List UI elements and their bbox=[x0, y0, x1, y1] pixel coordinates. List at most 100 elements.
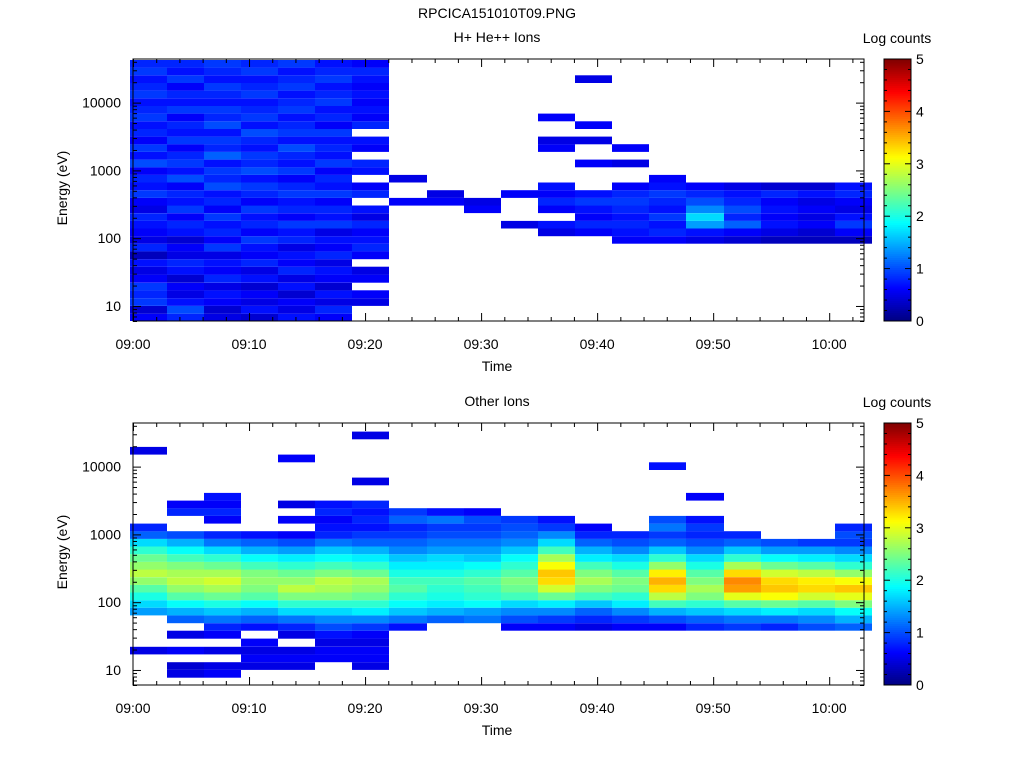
heatmap-cell bbox=[278, 630, 315, 639]
colorbar-swatch bbox=[884, 95, 911, 99]
colorbar-swatch bbox=[884, 539, 911, 543]
colorbar-swatch bbox=[884, 486, 911, 489]
colorbar-swatch bbox=[884, 439, 911, 442]
heatmap-cell bbox=[575, 75, 612, 83]
colorbar-swatch bbox=[884, 83, 911, 87]
heatmap-cell bbox=[501, 220, 538, 229]
heatmap-cell bbox=[241, 90, 278, 99]
colorbar-swatch bbox=[884, 451, 911, 455]
heatmap-cell bbox=[278, 561, 315, 570]
heatmap-cell bbox=[761, 623, 798, 631]
heatmap-cell bbox=[389, 531, 427, 539]
colorbar-swatch bbox=[884, 642, 911, 645]
heatmap-cell bbox=[130, 554, 167, 562]
colorbar-swatch bbox=[884, 253, 911, 256]
heatmap-cell bbox=[130, 259, 167, 267]
colorbar-swatch bbox=[884, 537, 911, 541]
colorbar-swatch bbox=[884, 664, 911, 667]
heatmap-cell bbox=[389, 523, 427, 532]
heatmap-cell bbox=[724, 561, 761, 570]
colorbar-swatch bbox=[884, 247, 911, 250]
colorbar-swatch bbox=[884, 302, 911, 306]
colorbar-swatch bbox=[884, 527, 911, 530]
heatmap-cell bbox=[686, 236, 724, 244]
heatmap-cell bbox=[167, 290, 204, 299]
heatmap-cell bbox=[241, 554, 278, 562]
heatmap-cell bbox=[241, 259, 278, 267]
colorbar-swatch bbox=[884, 218, 911, 222]
colorbar-swatch bbox=[884, 490, 911, 493]
heatmap-cell bbox=[352, 531, 389, 539]
heatmap-cell bbox=[464, 584, 501, 593]
colorbar-swatch bbox=[884, 222, 911, 226]
heatmap-cell bbox=[612, 592, 649, 601]
heatmap-cell bbox=[575, 592, 612, 601]
heatmap-cell bbox=[835, 607, 872, 616]
colorbar-swatch bbox=[884, 506, 911, 510]
heatmap-cell bbox=[241, 243, 278, 252]
colorbar-swatch bbox=[884, 500, 911, 504]
heatmap-cell bbox=[798, 190, 835, 198]
heatmap-cell bbox=[612, 144, 649, 152]
heatmap-cell bbox=[278, 167, 315, 175]
heatmap-cell bbox=[798, 538, 835, 547]
heatmap-cell bbox=[538, 190, 575, 198]
heatmap-cell bbox=[278, 646, 315, 655]
heatmap-cell bbox=[315, 638, 352, 647]
heatmap-cell bbox=[427, 600, 464, 608]
heatmap-cell bbox=[649, 607, 686, 616]
colorbar-swatch bbox=[884, 455, 911, 459]
heatmap-cell bbox=[167, 607, 204, 616]
heatmap-cell bbox=[167, 646, 204, 655]
heatmap-cell bbox=[315, 213, 352, 221]
heatmap-cell bbox=[724, 236, 761, 244]
heatmap-cell bbox=[130, 266, 167, 275]
colorbar-swatch bbox=[884, 513, 911, 516]
colorbar-swatch bbox=[884, 63, 911, 66]
heatmap-cell bbox=[241, 174, 278, 183]
heatmap-cell bbox=[204, 159, 241, 168]
heatmap-cell bbox=[464, 531, 501, 539]
colorbar-swatch bbox=[884, 572, 911, 575]
heatmap-cell bbox=[464, 600, 501, 608]
heatmap-cell bbox=[686, 584, 724, 593]
heatmap-cell bbox=[130, 98, 167, 106]
heatmap-cell bbox=[798, 228, 835, 237]
colorbar-swatch bbox=[884, 134, 911, 138]
heatmap-cell bbox=[464, 546, 501, 555]
heatmap-cell bbox=[649, 577, 686, 585]
colorbar-title: Log counts bbox=[863, 30, 932, 46]
heatmap-cell bbox=[686, 600, 724, 608]
heatmap-cell bbox=[649, 220, 686, 229]
heatmap-cell bbox=[686, 546, 724, 555]
heatmap-cell bbox=[649, 213, 686, 221]
heatmap-cell bbox=[315, 290, 352, 299]
colorbar-swatch bbox=[884, 508, 911, 512]
heatmap-cell bbox=[575, 190, 612, 198]
heatmap-cell bbox=[167, 243, 204, 252]
colorbar-tick-label: 5 bbox=[916, 51, 924, 67]
heatmap-cell bbox=[352, 600, 389, 608]
heatmap-cell bbox=[278, 623, 315, 631]
heatmap-cell bbox=[649, 561, 686, 570]
heatmap-cell bbox=[389, 623, 427, 631]
heatmap-cell bbox=[315, 128, 352, 137]
heatmap-cell bbox=[352, 298, 389, 306]
heatmap-cell bbox=[315, 266, 352, 275]
heatmap-cell bbox=[612, 600, 649, 608]
colorbar-swatch bbox=[884, 488, 911, 491]
heatmap-cell bbox=[352, 220, 389, 229]
colorbar-swatch bbox=[884, 465, 911, 469]
heatmap-cell bbox=[538, 144, 575, 152]
heatmap-cell bbox=[538, 623, 575, 631]
heatmap-cell bbox=[204, 508, 241, 516]
heatmap-cell bbox=[315, 190, 352, 198]
heatmap-cell bbox=[278, 546, 315, 555]
heatmap-cell bbox=[352, 500, 389, 509]
heatmap-cell bbox=[835, 213, 872, 221]
heatmap-cell bbox=[167, 213, 204, 221]
heatmap-cell bbox=[686, 523, 724, 532]
heatmap-cell bbox=[278, 584, 315, 593]
colorbar-swatch bbox=[884, 662, 911, 665]
colorbar-swatch bbox=[884, 654, 911, 657]
